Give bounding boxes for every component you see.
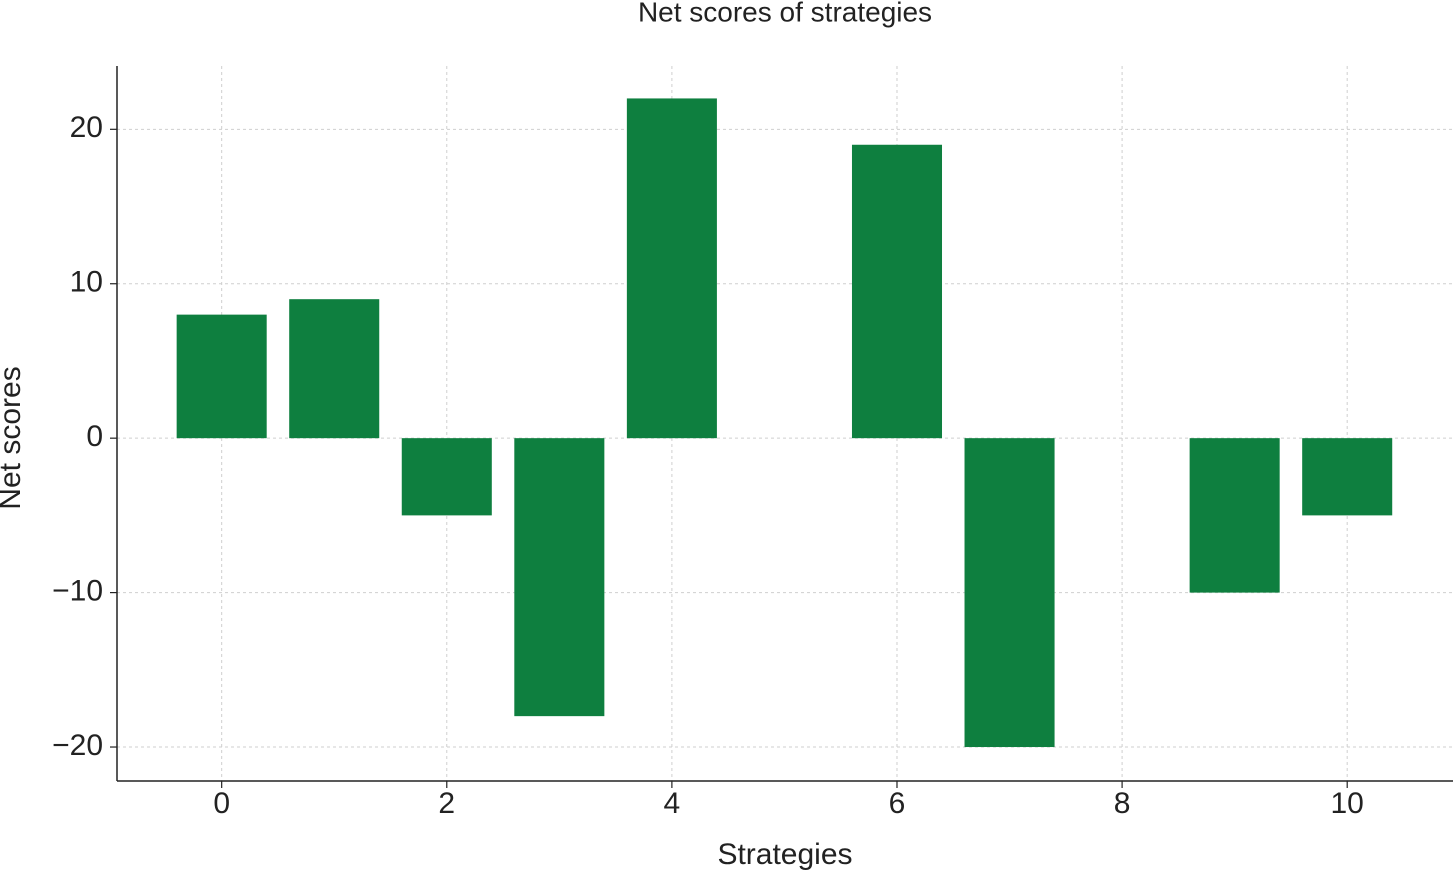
- x-tick-label: 10: [1331, 787, 1364, 820]
- bar: [964, 438, 1055, 748]
- y-tick-label: −20: [52, 729, 103, 762]
- bar: [851, 144, 943, 439]
- bar: [514, 438, 605, 717]
- y-tick-label: 20: [70, 111, 103, 144]
- y-axis-label: Net scores: [0, 366, 27, 509]
- bar: [401, 438, 492, 516]
- y-tick-label: −10: [52, 575, 103, 608]
- bar: [626, 98, 717, 439]
- bar: [289, 299, 380, 439]
- y-tick-label: 0: [86, 420, 103, 453]
- x-tick-label: 2: [438, 787, 455, 820]
- y-tick-label: 10: [70, 266, 103, 299]
- bar: [176, 314, 267, 439]
- x-tick-label: 4: [664, 787, 681, 820]
- x-tick-label: 0: [213, 787, 230, 820]
- x-tick-label: 8: [1114, 787, 1131, 820]
- x-tick-label: 6: [889, 787, 906, 820]
- x-axis-label: Strategies: [717, 838, 852, 871]
- bar: [1189, 438, 1280, 593]
- bar: [1302, 438, 1393, 516]
- chart-title: Net scores of strategies: [638, 0, 932, 27]
